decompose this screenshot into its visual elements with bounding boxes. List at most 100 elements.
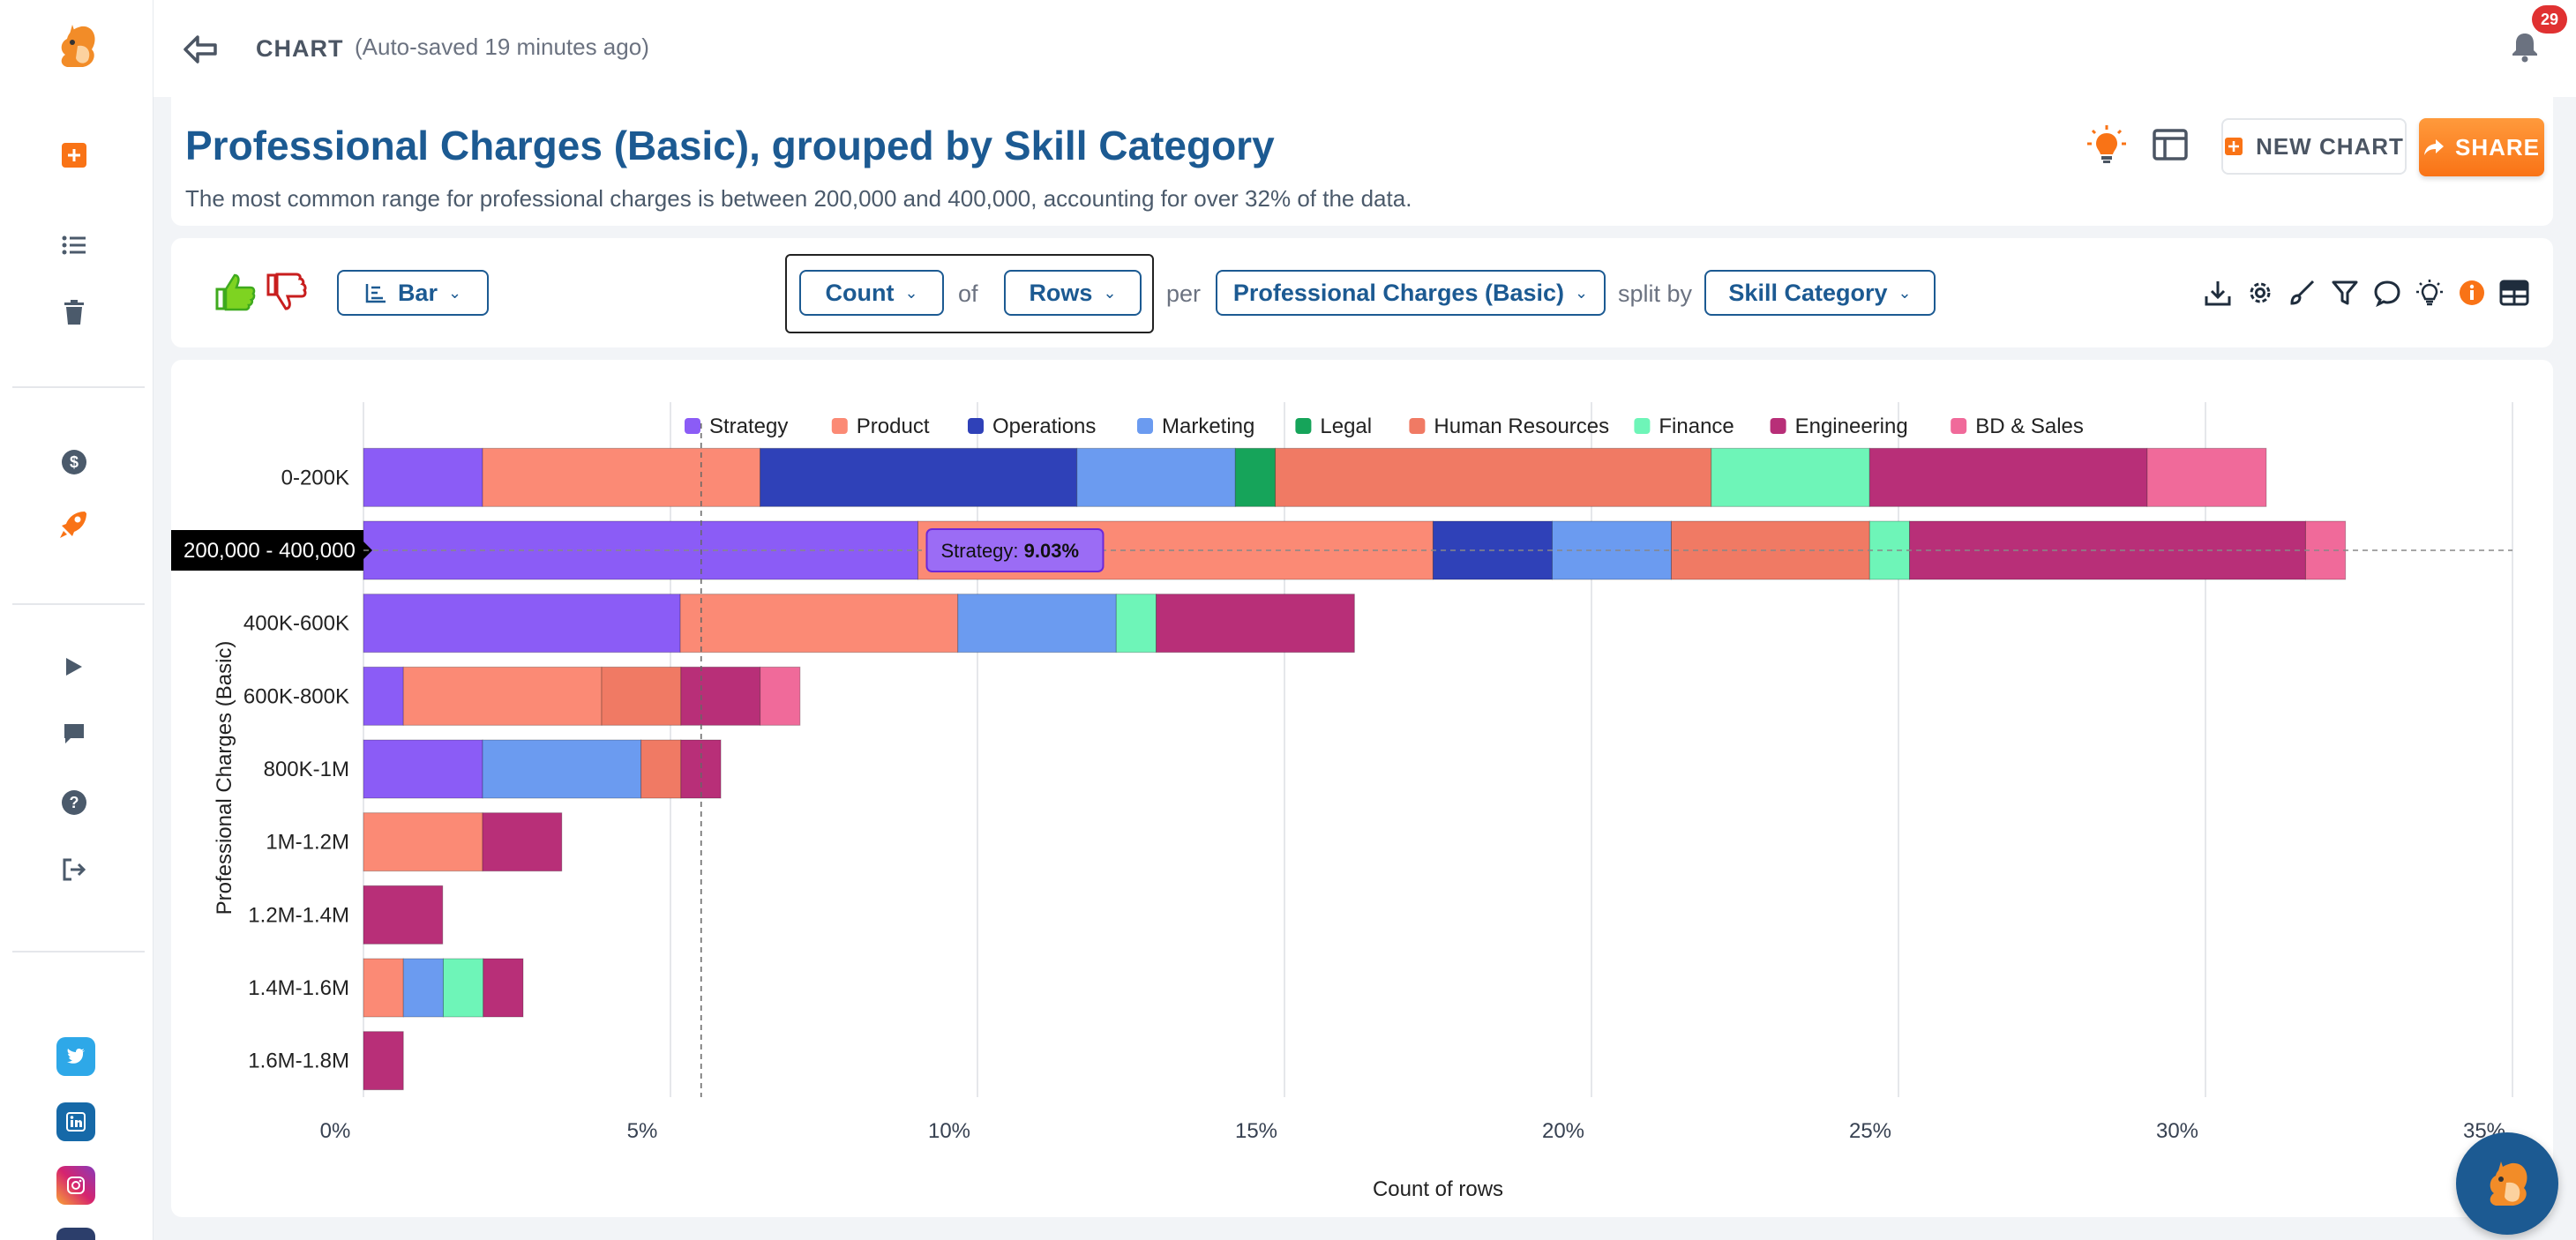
thumbs-down-icon[interactable] [265, 270, 309, 314]
legend-label: Operations [992, 415, 1096, 438]
bar-segment [482, 739, 642, 799]
bar-segment [2146, 447, 2267, 507]
bar-segment [640, 739, 682, 799]
measure-label: Rows [1029, 279, 1093, 306]
legend-label: Legal [1320, 415, 1372, 438]
legend-label: BD & Sales [1975, 415, 2084, 438]
bar-segment [1868, 447, 2148, 507]
y-tick-label: 1.4M-1.6M [248, 976, 349, 1000]
y-tick-label: 1M-1.2M [266, 831, 349, 855]
play-icon[interactable] [56, 649, 92, 684]
legend-swatch [1770, 418, 1786, 434]
sidebar: $ ? [0, 0, 154, 1240]
social-icon-partial[interactable] [56, 1228, 95, 1240]
bar-segment [363, 739, 483, 799]
aggregate-dropdown[interactable]: Count ⌄ [799, 270, 944, 316]
dimension-label: Professional Charges (Basic) [1232, 279, 1565, 306]
info-icon[interactable] [2454, 275, 2490, 310]
chevron-down-icon: ⌄ [1575, 283, 1589, 302]
bar-segment [363, 958, 404, 1018]
tooltip [925, 528, 1105, 572]
measure-dropdown[interactable]: Rows ⌄ [1004, 270, 1142, 316]
instagram-icon[interactable] [56, 1166, 95, 1205]
comment-icon[interactable] [2370, 275, 2405, 310]
plus-icon [2225, 138, 2243, 155]
bar-segment [1711, 447, 1870, 507]
bar-segment [442, 958, 484, 1018]
page-title: Professional Charges (Basic), grouped by… [185, 123, 1275, 168]
y-tick-label: 400K-600K [243, 612, 349, 636]
bar-segment [482, 812, 563, 872]
dollar-icon[interactable]: $ [56, 444, 92, 480]
help-icon[interactable]: ? [56, 785, 92, 820]
chart-type-label: Bar [397, 279, 438, 306]
share-label: SHARE [2454, 133, 2540, 161]
bar-segment [601, 666, 682, 726]
legend-swatch [685, 418, 700, 434]
bar-segment [363, 812, 483, 872]
squirrel-logo-icon[interactable] [51, 19, 101, 72]
settings-gear-icon[interactable] [2243, 275, 2278, 310]
bar-segment [1076, 447, 1236, 507]
legend-swatch [1409, 418, 1426, 434]
filter-icon[interactable] [2327, 275, 2363, 310]
bar-segment [363, 520, 918, 580]
bar-segment [483, 958, 524, 1018]
trash-icon[interactable] [56, 295, 92, 330]
legend-label: Human Resources [1434, 415, 1609, 438]
layout-icon[interactable] [2147, 122, 2193, 168]
x-tick-label: 30% [2156, 1119, 2198, 1143]
bar-segment [1234, 447, 1277, 507]
x-axis-title: Count of rows [1373, 1177, 1503, 1201]
bar-segment [363, 447, 483, 507]
squirrel-assistant-icon [2490, 1162, 2527, 1206]
stacked-bar-chart[interactable]: 0% 5% 10% 15% 20% 25% 30% 35%Strategy Product Ope… [171, 360, 2553, 1217]
legend-swatch [1137, 418, 1153, 434]
idea-icon[interactable] [2412, 275, 2447, 310]
chat-icon[interactable] [56, 716, 92, 751]
rocket-icon[interactable] [56, 506, 92, 542]
chart-config-toolbar: Bar ⌄ Count ⌄ of Rows ⌄ per Professional… [171, 238, 2553, 347]
split-by-text: split by [1618, 280, 1693, 307]
y-tick-label: 1.6M-1.8M [248, 1050, 349, 1073]
chevron-down-icon: ⌄ [447, 283, 462, 302]
thumbs-up-icon[interactable] [213, 270, 258, 314]
aggregation-group [785, 254, 1154, 333]
table-view-icon[interactable] [2497, 275, 2532, 310]
share-icon [2423, 139, 2444, 155]
chart-type-dropdown[interactable]: Bar ⌄ [337, 270, 489, 316]
twitter-icon[interactable] [56, 1037, 95, 1076]
autosave-status: (Auto-saved 19 minutes ago) [355, 34, 649, 60]
bar-segment [760, 447, 1078, 507]
bar-segment [680, 739, 722, 799]
list-icon[interactable] [56, 228, 92, 263]
x-tick-label: 5% [627, 1119, 658, 1143]
back-button[interactable] [180, 32, 221, 67]
logout-icon[interactable] [56, 852, 92, 887]
notification-count-badge: 29 [2532, 5, 2567, 34]
bar-segment [482, 447, 761, 507]
tooltip-text: Strategy: 9.03% [940, 540, 1079, 562]
new-chart-button[interactable]: NEW CHART [2221, 118, 2407, 175]
add-chart-icon[interactable] [56, 138, 92, 173]
split-dropdown[interactable]: Skill Category ⌄ [1704, 270, 1936, 316]
brush-icon[interactable] [2285, 275, 2320, 310]
insight-lightbulb-icon[interactable] [2084, 122, 2130, 168]
y-axis-title: Professional Charges (Basic) [213, 641, 236, 915]
assistant-fab-button[interactable] [2456, 1132, 2558, 1235]
chevron-down-icon: ⌄ [1103, 283, 1117, 302]
bar-segment [402, 666, 603, 726]
x-tick-label: 15% [1235, 1119, 1277, 1143]
dimension-dropdown[interactable]: Professional Charges (Basic) ⌄ [1216, 270, 1606, 316]
download-icon[interactable] [2200, 275, 2235, 310]
share-button[interactable]: SHARE [2419, 118, 2544, 176]
notification-bell-icon[interactable] [2505, 26, 2544, 65]
bar-segment [1156, 594, 1355, 654]
bar-segment [363, 1031, 404, 1091]
linkedin-icon[interactable] [56, 1102, 95, 1141]
split-label: Skill Category [1728, 279, 1888, 306]
bar-segment [680, 666, 761, 726]
y-tick-label: 800K-1M [264, 758, 349, 781]
y-tick-label: 600K-800K [243, 684, 349, 708]
bar-segment [1115, 594, 1157, 654]
